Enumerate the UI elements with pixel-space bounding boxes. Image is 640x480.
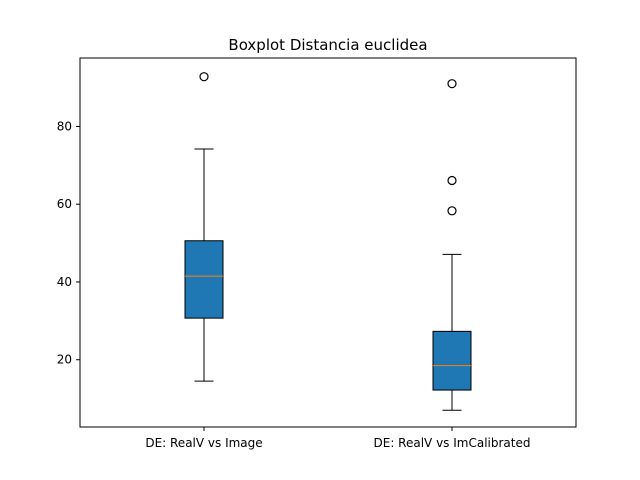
box-group bbox=[432, 79, 472, 411]
plot-marks bbox=[184, 72, 472, 411]
iqr-box bbox=[432, 330, 472, 391]
y-tick-label: 60 bbox=[57, 197, 72, 211]
iqr-box bbox=[184, 240, 224, 319]
x-tick-label: DE: RealV vs ImCalibrated bbox=[374, 436, 531, 450]
outlier-point bbox=[447, 206, 457, 216]
y-tick-label: 80 bbox=[57, 119, 72, 133]
outlier-point bbox=[447, 79, 457, 89]
y-tick-label: 20 bbox=[57, 353, 72, 367]
x-tick-label: DE: RealV vs Image bbox=[145, 436, 262, 450]
outlier-point bbox=[447, 175, 457, 186]
chart-title: Boxplot Distancia euclidea bbox=[228, 36, 427, 54]
plot-frame bbox=[79, 57, 577, 428]
box-group bbox=[184, 72, 224, 382]
plot-area bbox=[80, 58, 576, 427]
outlier-point bbox=[199, 72, 209, 82]
y-tick-label: 40 bbox=[57, 275, 72, 289]
axes: DE: RealV vs Image DE: RealV vs ImCalibra… bbox=[57, 119, 531, 450]
